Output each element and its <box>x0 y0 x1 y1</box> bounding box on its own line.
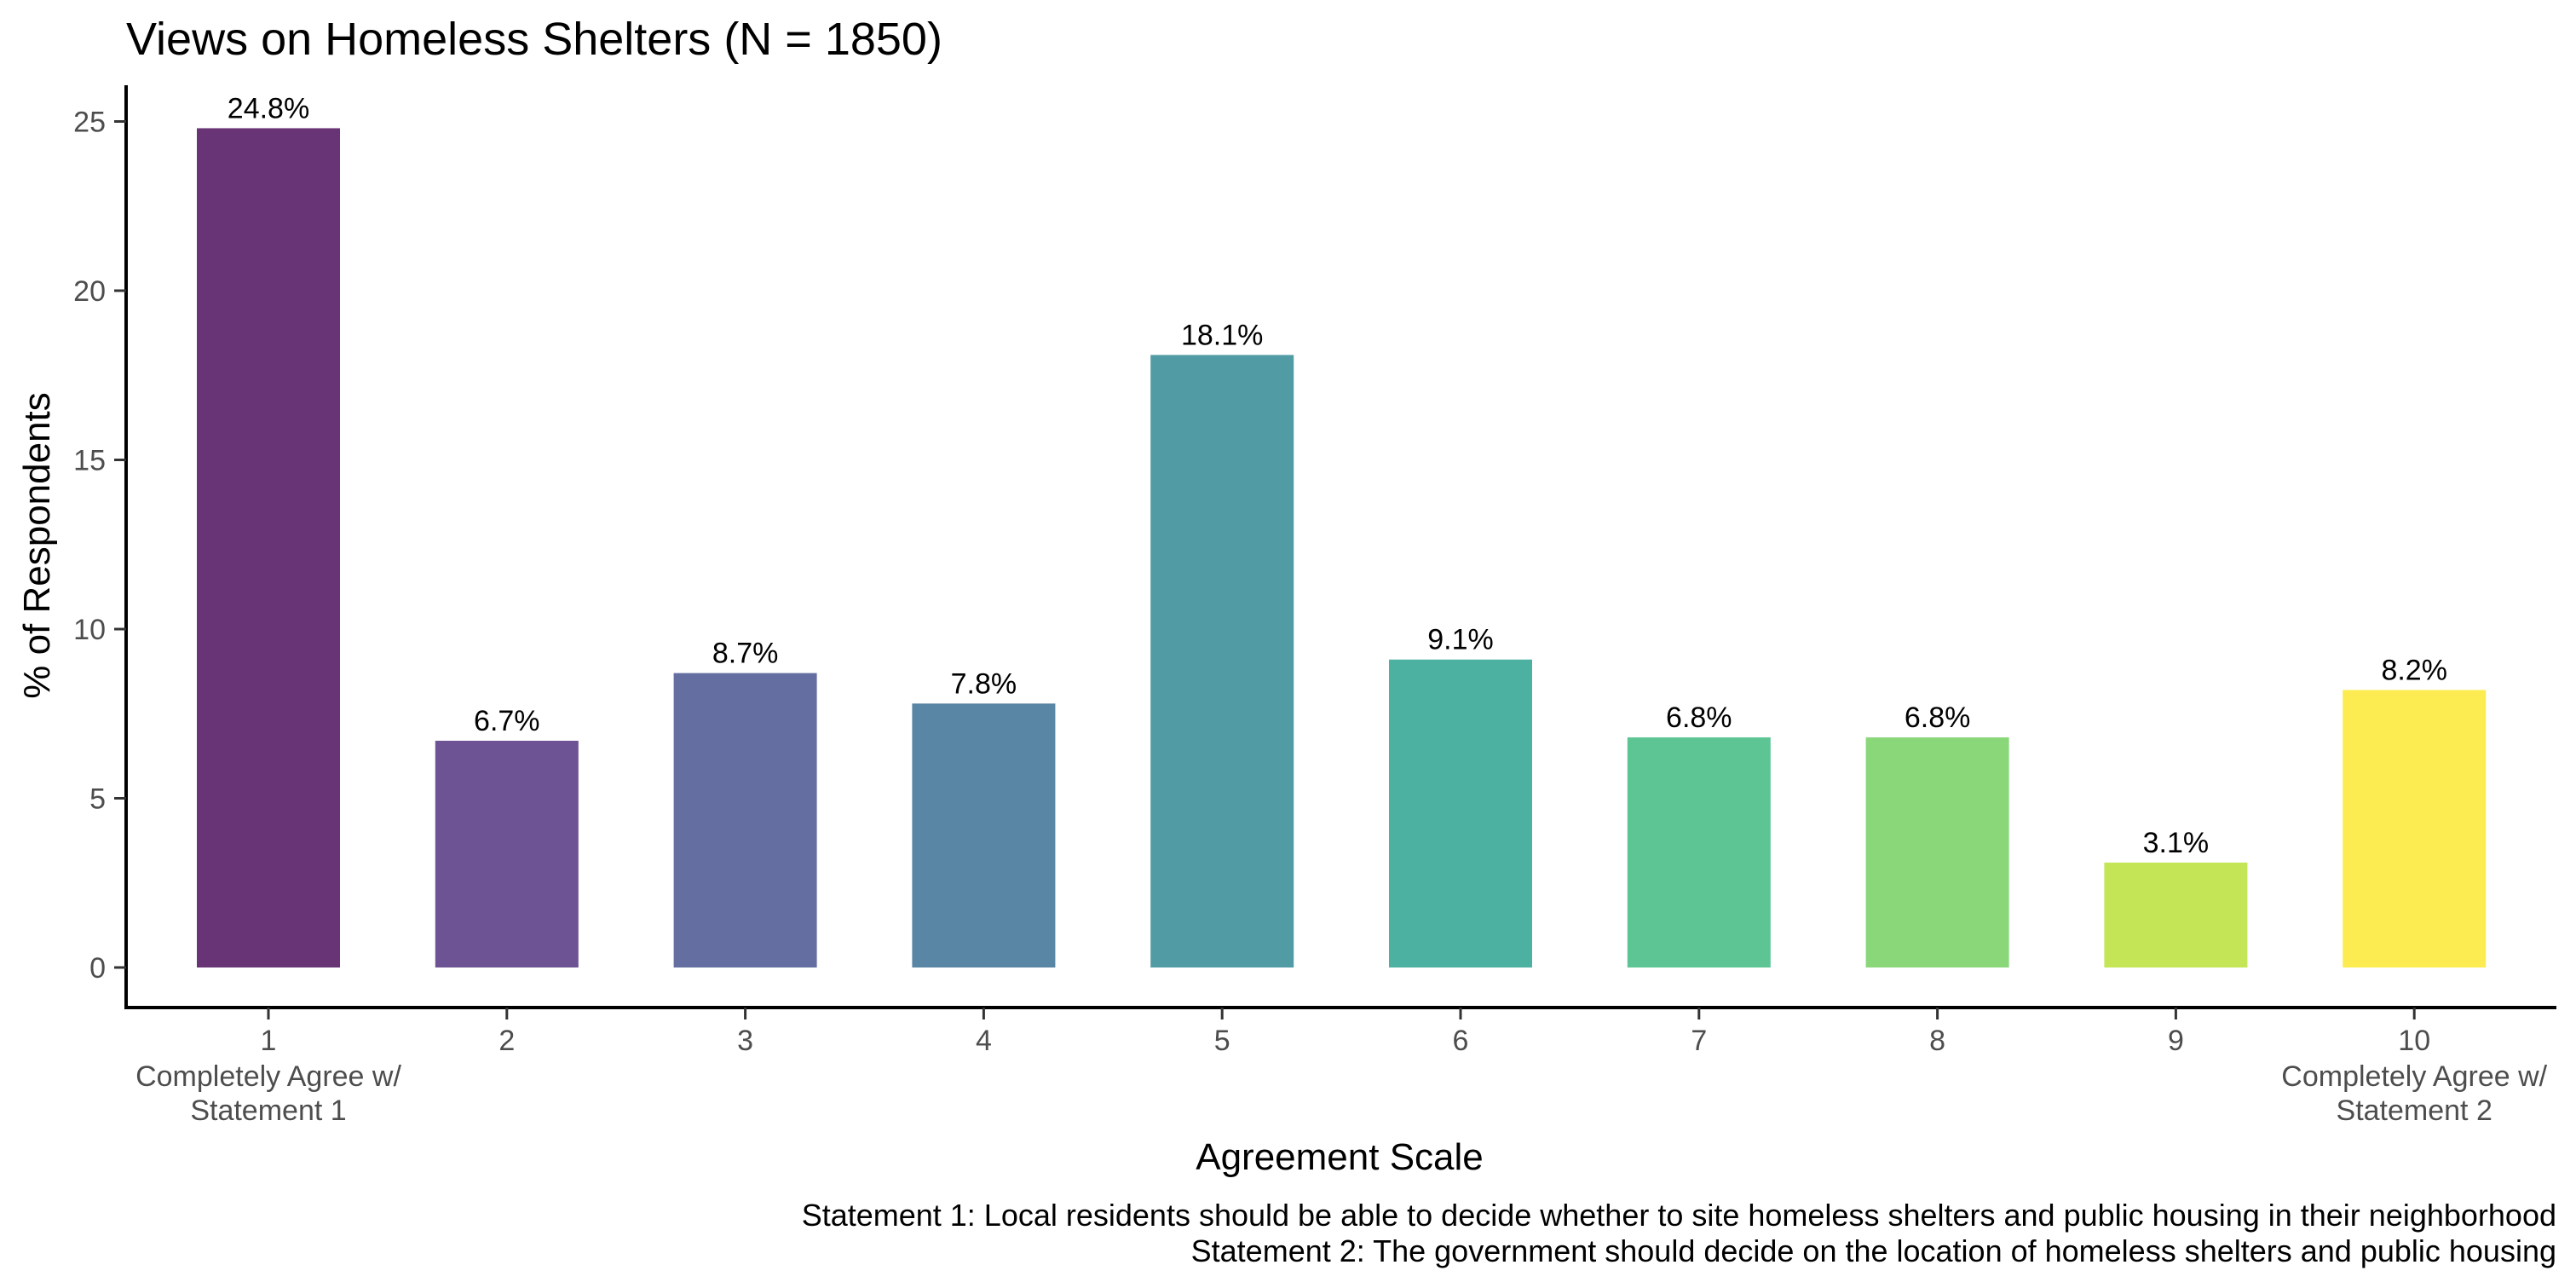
x-tick-label: 1 <box>261 1025 277 1057</box>
x-tick-sublabel: Statement 1 <box>190 1095 346 1127</box>
x-axis-title: Agreement Scale <box>1196 1136 1484 1178</box>
x-tick-label: 5 <box>1214 1025 1230 1057</box>
bar-1 <box>197 128 340 967</box>
bar-value-label: 6.7% <box>474 705 540 737</box>
x-tick-label: 6 <box>1453 1025 1469 1057</box>
y-axis-title: % of Respondents <box>16 392 58 699</box>
x-tick-sublabel: Completely Agree w/ <box>135 1060 401 1093</box>
bar-value-label: 3.1% <box>2143 827 2210 859</box>
x-tick-label: 9 <box>2168 1025 2184 1057</box>
bar-value-label: 18.1% <box>1181 319 1263 351</box>
bar-10 <box>2343 690 2487 967</box>
bar-value-label: 6.8% <box>1666 702 1732 734</box>
y-tick-label: 10 <box>73 614 106 646</box>
x-tick-label: 8 <box>1929 1025 1945 1057</box>
bar-4 <box>912 703 1056 967</box>
y-tick-label: 20 <box>73 275 106 308</box>
y-tick-label: 15 <box>73 445 106 477</box>
chart-title: Views on Homeless Shelters (N = 1850) <box>126 14 942 65</box>
x-tick-label: 3 <box>737 1025 753 1057</box>
y-tick-label: 25 <box>73 107 106 139</box>
x-tick-label: 10 <box>2398 1025 2430 1057</box>
bar-8 <box>1865 737 2009 967</box>
bar-value-label: 7.8% <box>951 667 1017 700</box>
bar-value-label: 6.8% <box>1905 702 1971 734</box>
bar-value-label: 24.8% <box>228 92 309 124</box>
x-tick-sublabel: Statement 2 <box>2337 1095 2492 1127</box>
bar-7 <box>1627 737 1771 967</box>
x-tick-sublabel: Completely Agree w/ <box>2281 1060 2547 1093</box>
plot-area: 24.8% 6.7% 8.7% 7.8% 18.1% 9.1% 6.8% 6.8% 3.1% 8.… <box>73 85 2556 1127</box>
caption-statement-1: Statement 1: Local residents should be a… <box>802 1198 2556 1233</box>
bar-6 <box>1389 659 1532 967</box>
bar-value-label: 8.2% <box>2381 654 2447 686</box>
x-tick-label: 4 <box>976 1025 992 1057</box>
bar-9 <box>2104 862 2248 967</box>
x-tick-label: 7 <box>1691 1025 1707 1057</box>
x-tick-label: 2 <box>498 1025 515 1057</box>
bar-3 <box>673 673 817 967</box>
y-tick-label: 5 <box>89 783 106 816</box>
bar-value-label: 9.1% <box>1427 624 1494 656</box>
bar-5 <box>1150 355 1294 967</box>
bar-value-label: 8.7% <box>712 638 779 670</box>
bar-2 <box>435 741 579 967</box>
caption-statement-2: Statement 2: The government should decid… <box>1191 1233 2556 1268</box>
y-tick-label: 0 <box>89 952 106 985</box>
